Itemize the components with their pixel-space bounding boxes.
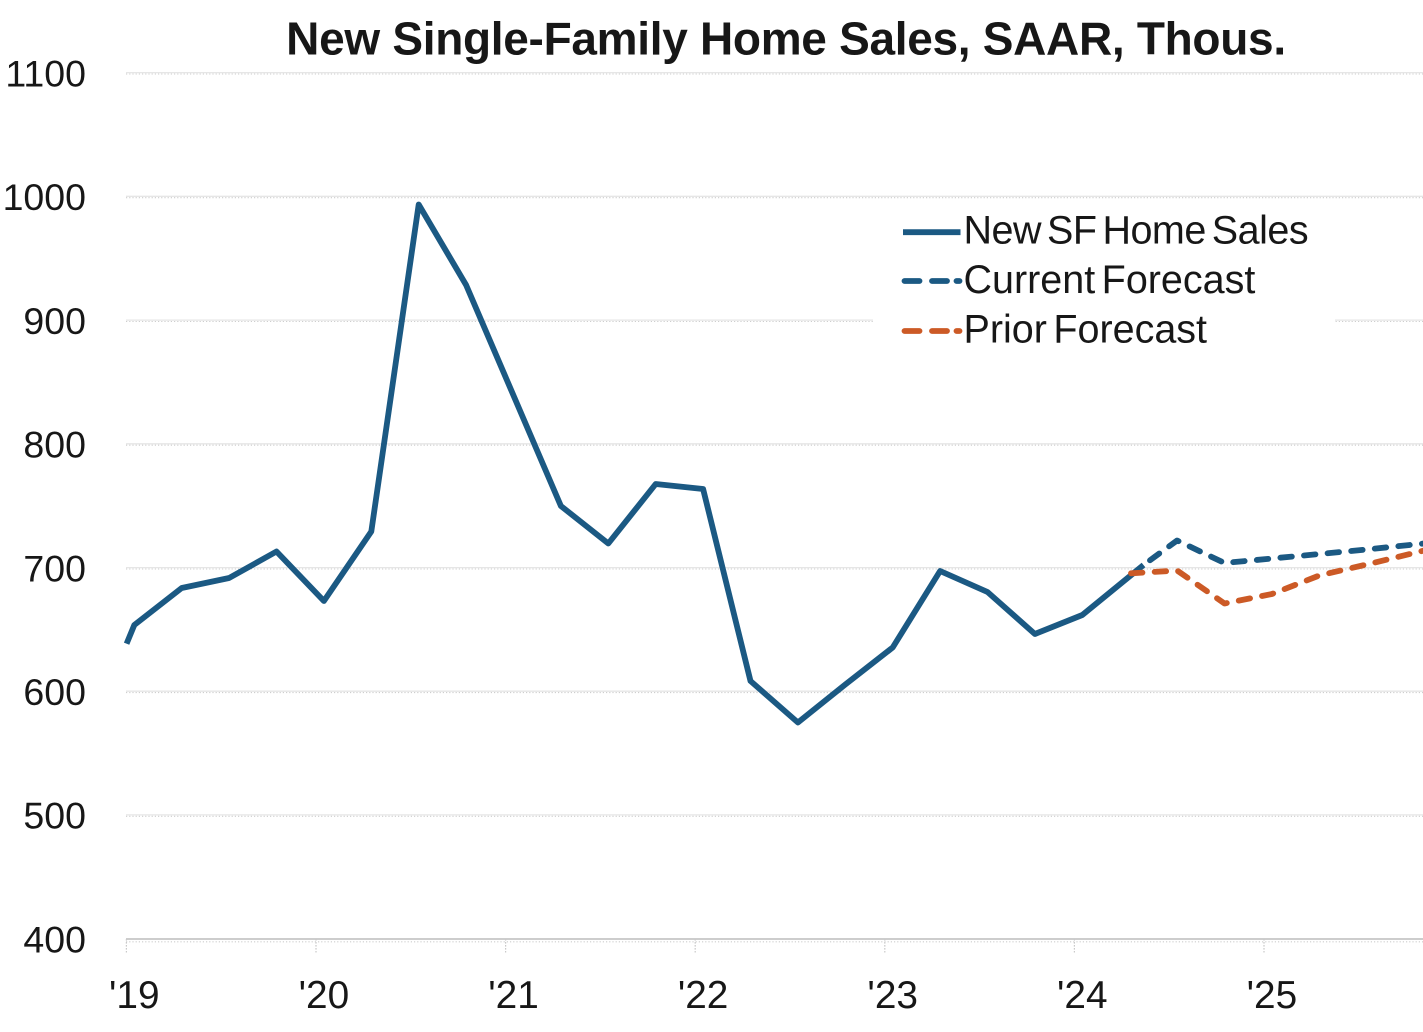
svg-text:700: 700 <box>23 547 86 589</box>
svg-text:Current Forecast: Current Forecast <box>964 258 1256 302</box>
svg-text:'23: '23 <box>867 974 918 1017</box>
svg-text:New SF Home Sales: New SF Home Sales <box>964 209 1309 253</box>
svg-text:'20: '20 <box>299 974 350 1017</box>
svg-text:'21: '21 <box>488 974 539 1017</box>
svg-text:400: 400 <box>23 918 86 960</box>
svg-text:'22: '22 <box>678 974 729 1017</box>
svg-text:'24: '24 <box>1057 974 1108 1017</box>
svg-text:'19: '19 <box>109 974 160 1017</box>
svg-text:600: 600 <box>23 671 86 713</box>
svg-text:New Single-Family Home Sales,: New Single-Family Home Sales, SAAR, Thou… <box>286 13 1286 65</box>
svg-text:Prior Forecast: Prior Forecast <box>964 308 1208 352</box>
svg-text:800: 800 <box>23 424 86 466</box>
svg-text:1000: 1000 <box>3 176 86 218</box>
svg-text:900: 900 <box>23 300 86 342</box>
svg-text:1100: 1100 <box>5 52 86 94</box>
svg-text:500: 500 <box>23 795 86 837</box>
svg-text:'25: '25 <box>1247 974 1298 1017</box>
